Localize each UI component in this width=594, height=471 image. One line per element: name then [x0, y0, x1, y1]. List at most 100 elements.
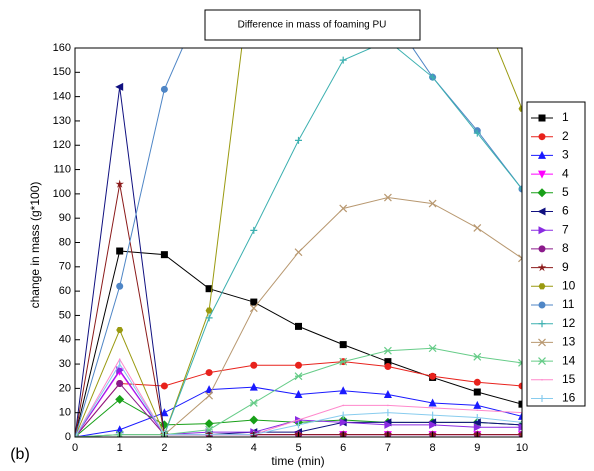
chart-title: Difference in mass of foaming PU: [238, 20, 387, 31]
marker: [75, 433, 79, 437]
y-tick-label: 100: [53, 188, 71, 200]
marker: [160, 85, 168, 93]
marker: [116, 326, 124, 334]
legend-marker: [538, 150, 546, 159]
marker: [473, 423, 482, 432]
marker: [518, 423, 522, 432]
marker: [342, 404, 345, 407]
legend-marker: [538, 283, 546, 290]
legend-label: 5: [562, 185, 569, 199]
marker: [387, 404, 389, 407]
legend-marker: [538, 320, 546, 328]
marker: [294, 372, 303, 381]
marker: [249, 304, 258, 313]
marker: [428, 199, 437, 208]
marker: [295, 361, 302, 369]
marker: [249, 399, 258, 407]
title-box: [204, 9, 421, 41]
marker: [517, 430, 522, 437]
legend-label: 8: [562, 241, 569, 255]
legend-marker: [538, 301, 546, 309]
marker: [339, 386, 348, 395]
marker: [383, 346, 392, 355]
marker: [118, 358, 121, 361]
legend-label: 13: [562, 335, 576, 349]
marker: [160, 251, 168, 259]
y-tick-label: 90: [59, 212, 71, 224]
marker: [205, 314, 213, 322]
y-tick-label: 130: [53, 115, 71, 127]
x-tick-label: 1: [117, 442, 123, 454]
marker: [518, 254, 522, 263]
legend-marker: [541, 379, 543, 381]
marker: [297, 419, 300, 421]
marker: [339, 418, 348, 427]
legend-label: 14: [562, 353, 576, 367]
legend-marker: [537, 188, 547, 198]
marker: [339, 204, 348, 213]
marker: [429, 420, 438, 429]
marker: [339, 357, 348, 366]
marker: [518, 105, 522, 112]
legend-label: 6: [562, 204, 569, 218]
legend-marker: [538, 357, 546, 366]
y-tick-label: 20: [59, 382, 71, 394]
marker: [115, 179, 124, 188]
marker: [474, 0, 481, 2]
marker: [518, 358, 522, 367]
y-tick-label: 30: [59, 358, 71, 370]
marker: [384, 420, 393, 429]
marker: [339, 56, 347, 64]
plot-area: [75, 0, 522, 437]
marker: [383, 389, 392, 398]
x-tick-label: 9: [474, 442, 480, 454]
legend-marker: [537, 263, 547, 272]
x-tick-label: 3: [206, 442, 212, 454]
marker: [116, 247, 124, 255]
legend-label: 11: [562, 297, 575, 311]
legend-label: 15: [562, 372, 576, 386]
y-tick-label: 80: [59, 236, 71, 248]
legend-label: 2: [562, 129, 569, 143]
x-tick-label: 2: [161, 442, 167, 454]
y-tick-label: 70: [59, 261, 71, 273]
y-tick-label: 140: [53, 91, 71, 103]
marker: [250, 361, 258, 369]
marker: [429, 73, 437, 81]
marker: [473, 352, 482, 361]
marker: [295, 136, 302, 144]
y-tick-label: 60: [59, 285, 71, 297]
marker: [115, 425, 124, 434]
series-line: [75, 197, 522, 437]
marker: [384, 358, 392, 366]
marker: [116, 366, 125, 375]
legend-label: 3: [562, 148, 569, 162]
y-tick-label: 120: [53, 139, 71, 151]
marker: [294, 389, 303, 398]
marker: [249, 415, 259, 425]
marker: [476, 409, 479, 412]
legend-marker: [538, 338, 546, 347]
series-line: [75, 48, 522, 437]
x-tick-label: 5: [295, 442, 301, 454]
marker: [473, 378, 481, 386]
legend-marker: [537, 207, 546, 216]
panel-label: (b): [10, 446, 30, 463]
x-tick-label: 10: [516, 442, 528, 454]
legend-label: 9: [562, 260, 569, 274]
marker: [160, 408, 169, 417]
x-tick-label: 7: [385, 442, 391, 454]
marker: [205, 307, 213, 314]
x-tick-label: 4: [251, 442, 257, 454]
marker: [115, 394, 125, 404]
marker: [518, 411, 522, 420]
marker: [431, 407, 434, 409]
y-tick-label: 50: [59, 309, 71, 321]
legend-label: 16: [562, 391, 576, 405]
marker: [295, 322, 302, 330]
x-tick-label: 6: [340, 442, 346, 454]
marker: [472, 418, 481, 427]
marker: [518, 185, 522, 193]
marker: [339, 341, 347, 349]
